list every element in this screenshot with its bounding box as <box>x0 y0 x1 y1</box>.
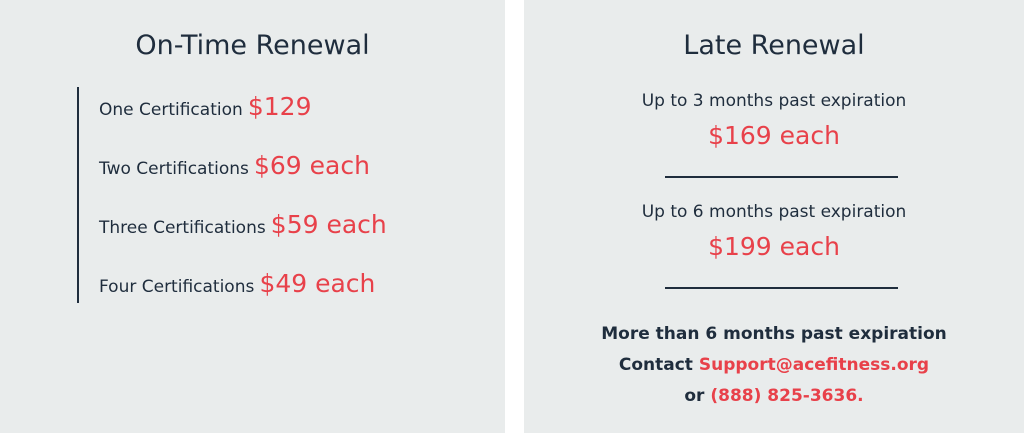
divider <box>665 176 898 178</box>
tier-price: $169 each <box>708 121 840 150</box>
tier-label: Up to 3 months past expiration <box>641 91 907 111</box>
price-item: Three Certifications $59 each <box>99 210 387 239</box>
late-renewal-panel: Late Renewal Up to 3 months past expirat… <box>524 0 1024 433</box>
item-label: Two Certifications <box>99 159 249 179</box>
support-phone-link[interactable]: (888) 825-3636. <box>710 386 864 406</box>
item-label: Three Certifications <box>99 218 266 238</box>
price-item: Four Certifications $49 each <box>99 269 375 298</box>
item-price: $69 each <box>253 151 370 180</box>
item-label: One Certification <box>99 100 243 120</box>
price-item: Two Certifications $69 each <box>99 151 370 180</box>
on-time-renewal-panel: On-Time Renewal One Certification $129 T… <box>0 0 505 433</box>
phone-line: or (888) 825-3636. <box>524 386 1024 406</box>
item-price: $129 <box>247 92 312 121</box>
on-time-title: On-Time Renewal <box>135 30 370 61</box>
tier-label: Up to 6 months past expiration <box>641 202 907 222</box>
or-text: or <box>684 386 705 406</box>
divider <box>665 287 898 289</box>
late-title: Late Renewal <box>683 30 865 61</box>
item-price: $59 each <box>270 210 387 239</box>
contact-text: Contact <box>618 355 693 375</box>
support-email-link[interactable]: Support@acefitness.org <box>698 355 930 375</box>
item-label: Four Certifications <box>99 277 255 297</box>
price-item: One Certification $129 <box>99 92 311 121</box>
item-price: $49 each <box>259 269 376 298</box>
divider-vertical <box>77 87 79 303</box>
contact-line: Contact Support@acefitness.org <box>524 355 1024 375</box>
tier-price: $199 each <box>708 232 840 261</box>
over-label: More than 6 months past expiration <box>601 324 947 344</box>
